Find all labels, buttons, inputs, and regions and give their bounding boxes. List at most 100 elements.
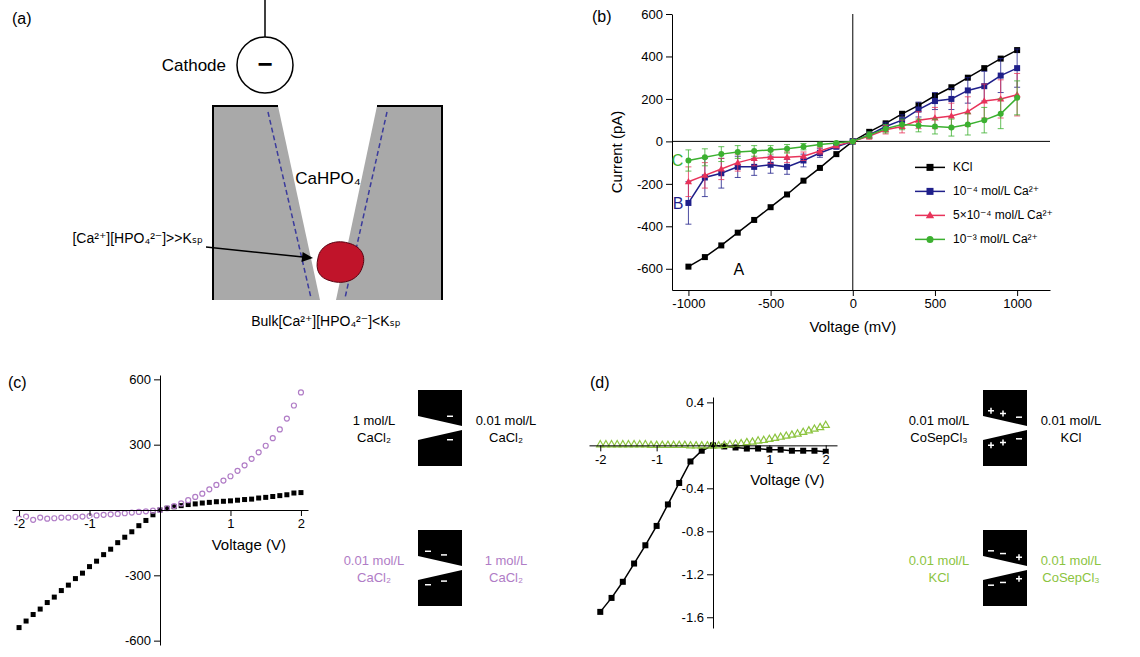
solution-label-line: CaCl₂: [489, 570, 523, 585]
tick-label: -1: [651, 452, 663, 467]
solution-label-line: CaCl₂: [357, 430, 391, 445]
tick-label: -2: [595, 452, 607, 467]
error-bar: [883, 124, 889, 132]
data-point: [718, 165, 725, 171]
data-point: [298, 390, 303, 395]
tick-mark: [688, 290, 689, 296]
data-point: [850, 138, 856, 144]
chart-panel: (c)-600-300300600-2-112Voltage (V)1 mol/…: [8, 372, 536, 648]
tick-mark: [707, 574, 713, 575]
error-bar: [998, 99, 1004, 129]
chart-panel: (d)-1.6-1.2-0.8-0.40.4-2-112Voltage (V)0…: [590, 374, 1102, 629]
data-point: [31, 612, 36, 617]
data-point: [221, 499, 226, 504]
solution-label-line: 1 mol/L: [485, 553, 528, 568]
data-point: [179, 501, 184, 506]
tick-label: -2: [14, 516, 26, 531]
axis-line: [13, 510, 309, 511]
data-point: [850, 138, 856, 144]
data-point: [101, 512, 106, 517]
cathode-wire: [264, 0, 266, 37]
tick-mark: [826, 445, 827, 451]
error-bar: [965, 97, 971, 127]
error-bar: [702, 149, 708, 166]
tick: -0.4: [682, 481, 713, 496]
data-point: [751, 217, 757, 223]
data-point: [256, 450, 261, 455]
tick-mark: [666, 269, 672, 270]
data-point: [932, 98, 938, 104]
data-point: [998, 73, 1004, 79]
tick-mark: [600, 445, 601, 451]
tick-label: 0.4: [686, 395, 704, 410]
tick-mark: [90, 510, 91, 516]
tick-mark: [666, 141, 672, 142]
error-bar: [932, 119, 938, 134]
error-bar: [800, 144, 806, 150]
error-bar: [718, 147, 724, 162]
legend-label: 5×10⁻⁴ mol/L Ca²⁺: [953, 208, 1053, 222]
tick-label: 600: [129, 372, 151, 387]
solution-label: 0.01 mol/LCaCl₂: [476, 413, 537, 445]
solution-label: 0.01 mol/LCaCl₂: [344, 553, 405, 585]
tick: 600: [129, 372, 160, 387]
tick-mark: [154, 575, 160, 576]
data-point: [52, 516, 57, 521]
data-point: [291, 491, 296, 496]
data-point: [822, 421, 829, 427]
legend-marker: [927, 188, 934, 195]
tick: 0: [656, 134, 672, 149]
solution-label-line: KCl: [929, 570, 950, 585]
data-point: [800, 448, 806, 454]
figure: (a)−CathodeCaHPO₄[Ca²⁺][HPO₄²⁻]>>KₛₚBulk…: [0, 0, 1140, 657]
legend-label: 10⁻⁴ mol/L Ca²⁺: [953, 184, 1039, 198]
arrow-head: [302, 252, 314, 262]
tick: -200: [637, 177, 672, 192]
error-bar: [916, 119, 922, 132]
data-point: [298, 490, 303, 495]
data-point: [214, 482, 219, 487]
tick-label: 0: [850, 296, 857, 311]
series-line: [688, 98, 1017, 161]
data-point: [115, 511, 120, 516]
tick-label: -0.8: [682, 524, 704, 539]
data-point: [242, 497, 247, 502]
tick-label: 500: [925, 296, 947, 311]
data-point: [817, 165, 823, 171]
tick: 0: [850, 290, 857, 311]
data-point: [751, 148, 757, 154]
error-bar: [1014, 81, 1020, 115]
data-point: [172, 504, 177, 509]
tick-label: -500: [758, 296, 784, 311]
tick-mark: [769, 445, 770, 451]
surface-charge: [988, 550, 994, 552]
tick: -2: [595, 445, 607, 466]
data-point: [143, 518, 148, 523]
tick-mark: [19, 510, 20, 516]
data-point: [193, 494, 198, 499]
tick: 0.4: [686, 395, 713, 410]
data-point: [66, 515, 71, 520]
data-point: [768, 147, 774, 153]
data-point: [735, 149, 741, 155]
data-point: [981, 117, 987, 123]
surface-charge: [988, 584, 994, 586]
tick-mark: [666, 99, 672, 100]
cathode-label: Cathode: [162, 56, 226, 75]
data-point: [833, 151, 839, 157]
tick: -2: [14, 510, 26, 531]
pore: [418, 556, 462, 580]
pore: [418, 416, 462, 440]
data-point: [784, 146, 790, 152]
data-point: [609, 595, 615, 601]
panel-label: (a): [12, 10, 32, 27]
error-bar: [899, 120, 905, 133]
error-bar: [883, 122, 889, 130]
solution-label: 0.01 mol/LCoSepCl₃: [1041, 553, 1102, 585]
tick-mark: [935, 290, 936, 296]
solution-label: 1 mol/L CaCl₂: [485, 553, 528, 585]
data-point: [882, 126, 889, 132]
error-bar: [932, 107, 938, 128]
membrane: [983, 390, 1027, 466]
tick: -1: [651, 445, 663, 466]
